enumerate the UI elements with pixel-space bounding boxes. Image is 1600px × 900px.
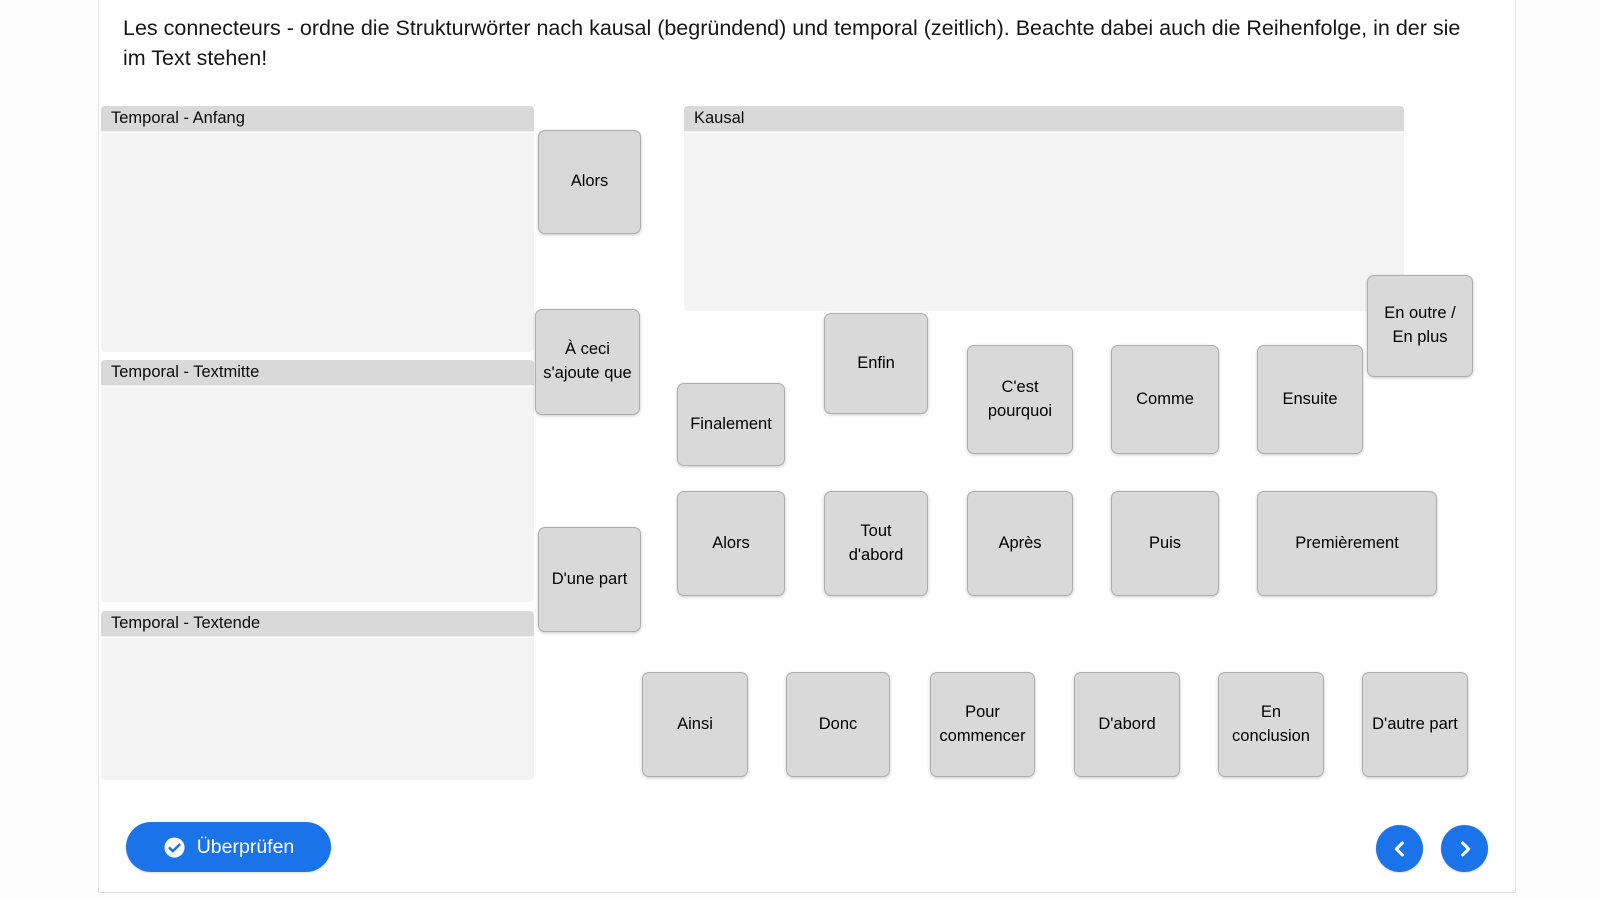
- card-en-conclusion[interactable]: En conclusion: [1218, 672, 1324, 777]
- dropzone-area-temporal-anfang[interactable]: [101, 133, 534, 352]
- chevron-right-icon: [1454, 838, 1476, 860]
- card-premierement[interactable]: Premièrement: [1257, 491, 1437, 596]
- card-d-une-part[interactable]: D'une part: [538, 527, 641, 632]
- card-alors-1[interactable]: Alors: [538, 130, 641, 234]
- prev-button[interactable]: [1376, 825, 1423, 872]
- card-ainsi[interactable]: Ainsi: [642, 672, 748, 777]
- card-c-est-pourquoi[interactable]: C'est pourquoi: [967, 345, 1073, 454]
- dropzone-area-temporal-textende[interactable]: [101, 638, 534, 780]
- dropzone-label: Temporal - Anfang: [101, 106, 534, 131]
- check-button[interactable]: Überprüfen: [126, 822, 331, 872]
- card-enfin[interactable]: Enfin: [824, 313, 928, 414]
- dropzone-label: Temporal - Textmitte: [101, 360, 534, 385]
- card-tout-d-abord[interactable]: Tout d'abord: [824, 491, 928, 596]
- card-apres[interactable]: Après: [967, 491, 1073, 596]
- dropzone-temporal-textende[interactable]: Temporal - Textende: [101, 611, 534, 780]
- card-alors-2[interactable]: Alors: [677, 491, 785, 596]
- card-finalement[interactable]: Finalement: [677, 383, 785, 466]
- card-donc[interactable]: Donc: [786, 672, 890, 777]
- next-button[interactable]: [1441, 825, 1488, 872]
- card-en-outre-en-plus[interactable]: En outre / En plus: [1367, 275, 1473, 377]
- exercise-panel: Les connecteurs - ordne die Strukturwört…: [98, 0, 1516, 893]
- card-puis[interactable]: Puis: [1111, 491, 1219, 596]
- dropzone-temporal-textmitte[interactable]: Temporal - Textmitte: [101, 360, 534, 602]
- dropzone-kausal[interactable]: Kausal: [684, 106, 1404, 311]
- dropzone-area-kausal[interactable]: [684, 133, 1404, 311]
- card-d-abord[interactable]: D'abord: [1074, 672, 1180, 777]
- card-a-ceci-s-ajoute-que[interactable]: À ceci s'ajoute que: [535, 309, 640, 415]
- check-button-label: Überprüfen: [196, 835, 295, 858]
- check-circle-icon: [163, 836, 186, 859]
- task-title: Les connecteurs - ordne die Strukturwört…: [123, 16, 1461, 70]
- card-comme[interactable]: Comme: [1111, 345, 1219, 454]
- card-ensuite[interactable]: Ensuite: [1257, 345, 1363, 454]
- dropzone-temporal-anfang[interactable]: Temporal - Anfang: [101, 106, 534, 352]
- dropzone-label: Temporal - Textende: [101, 611, 534, 636]
- dropzone-area-temporal-textmitte[interactable]: [101, 387, 534, 602]
- dropzone-label: Kausal: [684, 106, 1404, 131]
- card-pour-commencer[interactable]: Pour commencer: [930, 672, 1035, 777]
- card-d-autre-part[interactable]: D'autre part: [1362, 672, 1468, 777]
- chevron-left-icon: [1389, 838, 1411, 860]
